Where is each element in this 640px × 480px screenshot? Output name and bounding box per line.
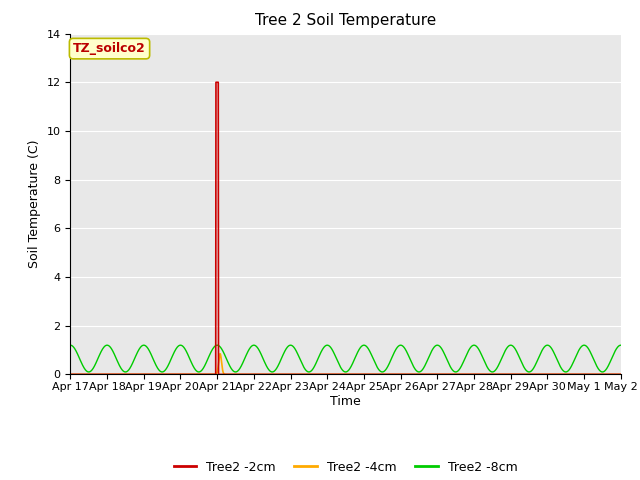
Tree2 -4cm bbox=[574, 372, 582, 377]
Tree2 -8cm bbox=[541, 343, 549, 349]
Tree2 -8cm bbox=[125, 366, 133, 372]
Tree2 -2cm bbox=[400, 372, 408, 377]
Y-axis label: Soil Temperature (C): Soil Temperature (C) bbox=[28, 140, 41, 268]
Tree2 -8cm bbox=[400, 344, 408, 350]
Tree2 -8cm bbox=[252, 343, 260, 349]
Title: Tree 2 Soil Temperature: Tree 2 Soil Temperature bbox=[255, 13, 436, 28]
Text: TZ_soilco2: TZ_soilco2 bbox=[73, 42, 146, 55]
Tree2 -4cm bbox=[252, 372, 260, 377]
Tree2 -8cm bbox=[574, 348, 582, 354]
Tree2 -2cm bbox=[252, 372, 260, 377]
Tree2 -4cm bbox=[216, 351, 224, 357]
Line: Tree2 -2cm: Tree2 -2cm bbox=[70, 82, 640, 374]
Tree2 -4cm bbox=[400, 372, 408, 377]
Tree2 -4cm bbox=[125, 372, 133, 377]
Tree2 -4cm bbox=[67, 372, 74, 377]
Tree2 -2cm bbox=[574, 372, 582, 377]
Tree2 -2cm bbox=[125, 372, 133, 377]
X-axis label: Time: Time bbox=[330, 395, 361, 408]
Line: Tree2 -4cm: Tree2 -4cm bbox=[70, 354, 640, 374]
Tree2 -4cm bbox=[541, 372, 549, 377]
Tree2 -8cm bbox=[85, 369, 93, 375]
Tree2 -2cm bbox=[541, 372, 549, 377]
Legend: Tree2 -2cm, Tree2 -4cm, Tree2 -8cm: Tree2 -2cm, Tree2 -4cm, Tree2 -8cm bbox=[168, 456, 523, 479]
Tree2 -2cm bbox=[212, 79, 220, 85]
Line: Tree2 -8cm: Tree2 -8cm bbox=[70, 345, 640, 372]
Tree2 -8cm bbox=[67, 342, 74, 348]
Tree2 -2cm bbox=[67, 372, 74, 377]
